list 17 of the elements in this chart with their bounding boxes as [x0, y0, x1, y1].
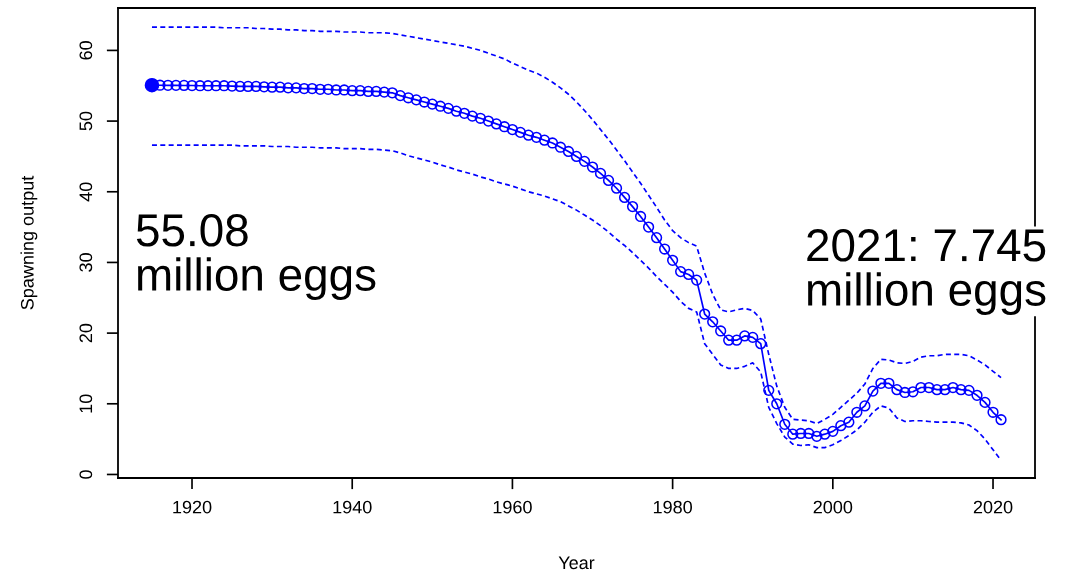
y-tick-label: 60: [79, 41, 93, 60]
y-tick-label: 10: [79, 394, 93, 413]
annotation: 2021: 7.745 million eggs: [807, 229, 1046, 315]
x-tick-label: 1960: [493, 500, 532, 514]
y-tick-label: 20: [79, 323, 93, 343]
x-tick-label: 1980: [653, 500, 692, 514]
x-tick-label: 1920: [173, 500, 212, 514]
y-tick-label: 30: [79, 253, 93, 272]
x-tick-label: 1940: [333, 500, 372, 514]
y-tick-label: 0: [79, 470, 93, 479]
x-tick-label: 2020: [973, 500, 1013, 514]
y-axis-title: Spawning output: [20, 175, 38, 310]
y-tick-label: 50: [79, 111, 93, 131]
x-tick-label: 2000: [813, 500, 853, 514]
annotation: 55.08 million eggs: [136, 214, 376, 300]
x-axis-title: Year: [558, 556, 595, 570]
y-tick-label: 40: [79, 182, 93, 202]
